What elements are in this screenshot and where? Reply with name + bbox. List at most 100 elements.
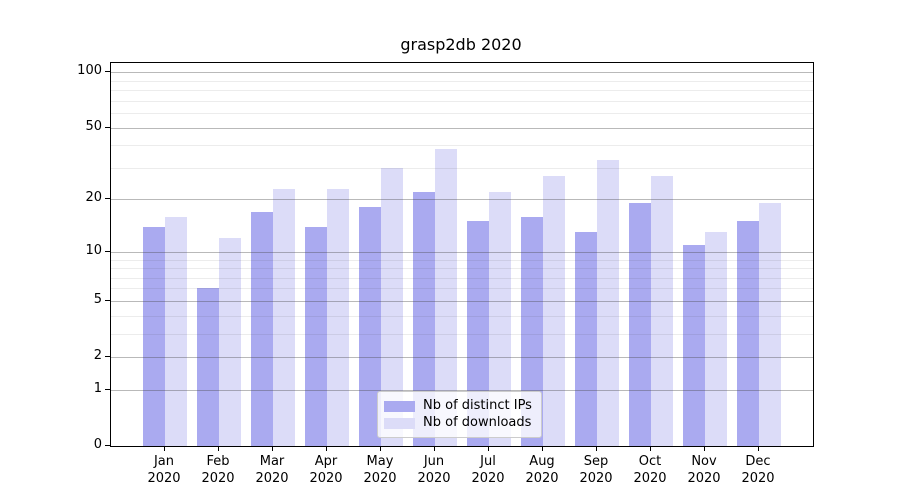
y-tick-label-1: 1 [93, 380, 102, 396]
x-tick-apr-2020 [326, 446, 327, 451]
legend-item-downloads: Nb of downloads [384, 415, 532, 431]
x-tick-label-line: 2020 [255, 471, 289, 486]
x-tick-label-line: May [366, 454, 394, 469]
legend: Nb of distinct IPs Nb of downloads [377, 391, 542, 438]
gridline-minor-9 [111, 259, 813, 261]
x-tick-label-line: 2020 [363, 471, 397, 486]
x-tick-label-feb-2020: Feb 2020 [190, 453, 246, 487]
bar-nb-of-distinct-ips-aug-2020 [521, 216, 543, 446]
x-tick-label-line: Apr [314, 454, 338, 469]
bar-nb-of-downloads-aug-2020 [543, 176, 565, 446]
x-tick-label-line: 2020 [525, 471, 559, 486]
x-tick-oct-2020 [650, 446, 651, 451]
x-tick-label-line: Sep [583, 454, 609, 469]
y-tick-label-10: 10 [85, 242, 102, 258]
bar-nb-of-distinct-ips-jan-2020 [143, 226, 165, 446]
bar-nb-of-downloads-dec-2020 [759, 203, 781, 446]
gridline-major-1 [111, 389, 813, 391]
gridline-minor-4 [111, 315, 813, 317]
x-tick-label-aug-2020: Aug 2020 [514, 453, 570, 487]
y-tick-20 [105, 198, 110, 200]
x-tick-label-line: Mar [259, 454, 285, 469]
bar-nb-of-distinct-ips-mar-2020 [251, 211, 273, 446]
y-tick-10 [105, 250, 110, 252]
bar-nb-of-distinct-ips-apr-2020 [305, 226, 327, 446]
y-tick-label-2: 2 [93, 348, 102, 363]
bar-nb-of-distinct-ips-nov-2020 [683, 244, 705, 446]
x-tick-label-line: 2020 [201, 471, 235, 486]
y-tick-label-100: 100 [77, 63, 102, 79]
bar-nb-of-distinct-ips-jun-2020 [413, 192, 435, 446]
y-tick-1 [105, 388, 110, 390]
x-tick-nov-2020 [704, 446, 705, 451]
y-tick-label-20: 20 [85, 190, 102, 206]
y-tick-label-5: 5 [93, 291, 102, 307]
bar-nb-of-downloads-apr-2020 [327, 188, 349, 446]
y-tick-50 [105, 126, 110, 128]
bar-nb-of-distinct-ips-dec-2020 [737, 221, 759, 446]
x-tick-label-sep-2020: Sep 2020 [568, 453, 624, 487]
gridline-major-2 [111, 357, 813, 358]
x-tick-sep-2020 [596, 446, 597, 451]
bar-nb-of-downloads-feb-2020 [219, 238, 241, 446]
x-tick-jan-2020 [164, 446, 165, 451]
x-tick-aug-2020 [542, 446, 543, 451]
y-tick-label-0: 0 [93, 437, 102, 452]
bar-nb-of-downloads-jun-2020 [435, 149, 457, 446]
x-tick-label-jun-2020: Jun 2020 [406, 453, 462, 487]
x-tick-mar-2020 [272, 446, 273, 451]
legend-label-downloads: Nb of downloads [423, 415, 532, 430]
gridline-major-5 [111, 300, 813, 302]
x-tick-label-line: 2020 [633, 471, 667, 486]
legend-swatch-distinct-ips [384, 400, 415, 412]
x-tick-label-line: 2020 [741, 471, 775, 486]
gridline-minor-7 [111, 277, 813, 279]
gridline-minor-30 [111, 167, 813, 169]
x-tick-label-line: 2020 [147, 471, 181, 486]
x-tick-label-line: 2020 [579, 471, 613, 486]
bar-nb-of-distinct-ips-feb-2020 [197, 288, 219, 446]
x-tick-label-line: Jul [480, 454, 496, 469]
bar-nb-of-distinct-ips-oct-2020 [629, 203, 651, 446]
y-tick-0 [105, 445, 110, 446]
gridline-major-20 [111, 199, 813, 201]
gridline-major-100 [111, 72, 813, 74]
x-tick-label-line: 2020 [471, 471, 505, 486]
bar-nb-of-downloads-jul-2020 [489, 192, 511, 446]
x-tick-label-line: Nov [691, 454, 717, 469]
x-tick-jul-2020 [488, 446, 489, 451]
x-tick-label-jan-2020: Jan 2020 [136, 453, 192, 487]
bar-nb-of-distinct-ips-may-2020 [359, 207, 381, 446]
x-tick-label-line: Oct [638, 454, 662, 469]
bar-nb-of-downloads-oct-2020 [651, 176, 673, 446]
x-tick-label-may-2020: May 2020 [352, 453, 408, 487]
x-tick-label-nov-2020: Nov 2020 [676, 453, 732, 487]
x-tick-label-line: Aug [529, 454, 555, 469]
gridline-major-10 [111, 251, 813, 253]
gridline-minor-70 [111, 100, 813, 102]
y-tick-label-50: 50 [85, 118, 102, 134]
chart-title: grasp2db 2020 [400, 35, 522, 54]
gridline-minor-3 [111, 333, 813, 335]
bar-nb-of-downloads-nov-2020 [705, 232, 727, 446]
x-tick-label-jul-2020: Jul 2020 [460, 453, 516, 487]
gridline-minor-40 [111, 145, 813, 147]
x-tick-label-line: Jan [153, 454, 175, 469]
legend-item-distinct-ips: Nb of distinct IPs [384, 398, 532, 414]
gridline-minor-60 [111, 112, 813, 114]
x-tick-label-line: Feb [206, 454, 230, 469]
legend-label-distinct-ips: Nb of distinct IPs [423, 398, 532, 413]
x-tick-feb-2020 [218, 446, 219, 451]
legend-swatch-downloads [384, 417, 415, 429]
y-tick-2 [105, 356, 110, 357]
x-tick-dec-2020 [758, 446, 759, 451]
x-tick-label-apr-2020: Apr 2020 [298, 453, 354, 487]
x-tick-may-2020 [380, 446, 381, 451]
bar-nb-of-downloads-sep-2020 [597, 160, 619, 446]
bar-nb-of-distinct-ips-sep-2020 [575, 232, 597, 446]
x-tick-label-line: Dec [745, 454, 771, 469]
y-tick-100 [105, 71, 110, 73]
bar-nb-of-downloads-may-2020 [381, 167, 403, 446]
x-tick-label-line: 2020 [687, 471, 721, 486]
